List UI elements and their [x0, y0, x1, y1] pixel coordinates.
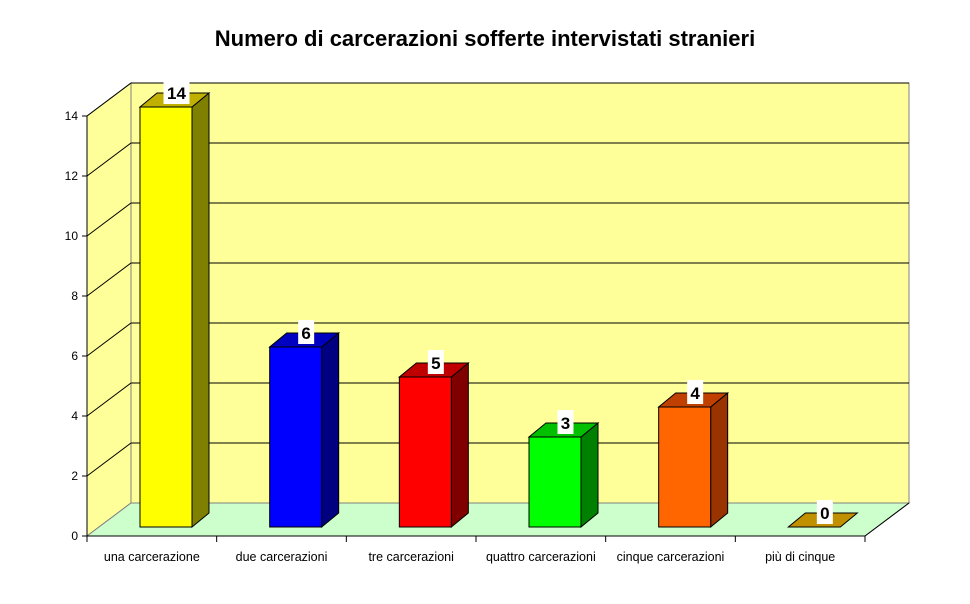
gridline-side [86, 322, 132, 357]
x-category-label: quattro carcerazioni [486, 550, 596, 564]
y-tick-label: 10 [65, 229, 79, 243]
bar [138, 91, 211, 529]
bar [397, 361, 470, 529]
y-tick-label: 6 [71, 349, 78, 363]
bars [138, 91, 859, 529]
x-category-label: due carcerazioni [236, 550, 328, 564]
gridline-side [86, 382, 132, 417]
y-tick-label: 14 [65, 109, 79, 123]
bar [268, 331, 341, 529]
gridline-side [86, 82, 132, 117]
axes: 0 2 4 6 8 10 12 14 una carcerazione due carcerazi… [65, 109, 866, 564]
y-tick-label: 8 [71, 289, 78, 303]
chart-walls [85, 82, 911, 537]
data-labels: 14 6 5 3 4 0 [163, 80, 833, 524]
data-label: 3 [561, 414, 570, 433]
back-wall [130, 82, 910, 504]
data-label: 6 [301, 324, 310, 343]
x-category-label: una carcerazione [104, 550, 200, 564]
data-label-box [298, 320, 315, 344]
x-category-label: tre carcerazioni [368, 550, 453, 564]
bar [657, 391, 730, 529]
gridline-side [86, 262, 132, 297]
floor [85, 502, 911, 537]
data-label-box [557, 410, 574, 434]
side-wall [86, 82, 132, 537]
y-tick-label: 4 [71, 409, 78, 423]
data-label-box [816, 500, 833, 524]
gridline-side [86, 442, 132, 477]
y-tick-label: 2 [71, 469, 78, 483]
gridline-side [86, 202, 132, 237]
data-label-box [687, 380, 704, 404]
gridlines [86, 82, 909, 477]
data-label: 5 [431, 354, 440, 373]
x-category-label: più di cinque [765, 550, 835, 564]
chart-title: Numero di carcerazioni sofferte intervis… [214, 26, 756, 51]
data-label-box [427, 350, 444, 374]
data-label: 0 [820, 504, 829, 523]
y-tick-label: 0 [71, 529, 78, 543]
bar [527, 421, 600, 529]
gridline-side [86, 142, 132, 177]
y-tick-label: 12 [65, 169, 79, 183]
data-label-box [163, 80, 190, 104]
x-category-label: cinque carcerazioni [617, 550, 725, 564]
data-label: 4 [690, 384, 700, 403]
data-label: 14 [167, 84, 186, 103]
